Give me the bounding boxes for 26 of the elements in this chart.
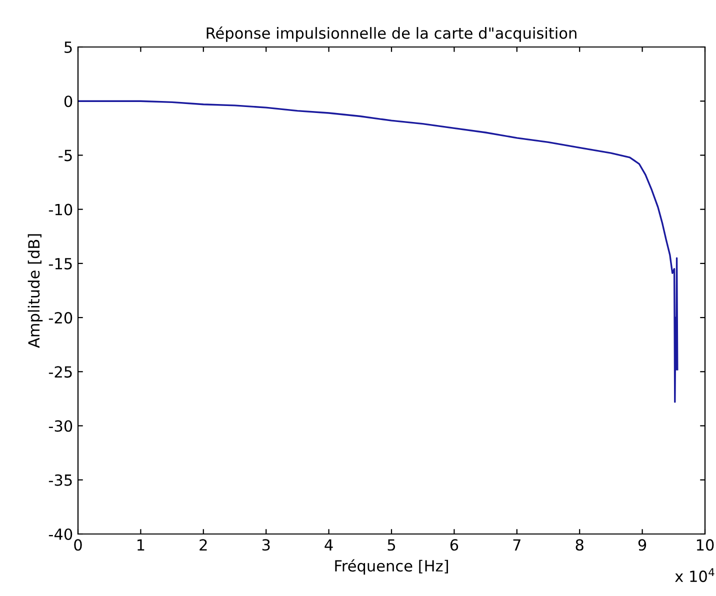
x-tick-label: 3 xyxy=(262,539,270,551)
y-tick-label: 5 xyxy=(64,42,72,54)
x-tick-label: 0 xyxy=(74,539,82,551)
y-tick-label: -20 xyxy=(48,312,72,324)
x-tick-label: 4 xyxy=(324,539,333,550)
x-tick-label: 7 xyxy=(513,539,520,550)
y-tick-label: 0 xyxy=(64,96,72,108)
y-tick-label: -15 xyxy=(48,258,72,270)
x-tick-label: 8 xyxy=(576,539,584,551)
x-axis-title: Fréquence [Hz] xyxy=(335,559,448,575)
line-series xyxy=(78,100,678,403)
x-tick-label: 5 xyxy=(388,539,396,551)
y-axis-title: Amplitude [dB] xyxy=(28,234,43,348)
x-tick-label: 10 xyxy=(696,539,714,551)
y-tick-label: -30 xyxy=(48,420,72,432)
x-tick-label: 1 xyxy=(138,539,144,550)
y-tick-label: -40 xyxy=(48,528,72,540)
x-tick-label: 6 xyxy=(450,539,458,551)
text: x 10$^{4}$ xyxy=(675,568,714,582)
y-tick-label: -35 xyxy=(48,474,72,486)
chart-title: Réponse impulsionnelle de la carte d"acquisition xyxy=(206,26,576,42)
y-tick-label: -10 xyxy=(48,204,72,216)
y-tick-label: -5 xyxy=(58,150,72,162)
x-tick-label: 2 xyxy=(200,539,207,550)
x-tick-label: 9 xyxy=(638,539,646,551)
y-tick-label: -25 xyxy=(48,366,72,378)
